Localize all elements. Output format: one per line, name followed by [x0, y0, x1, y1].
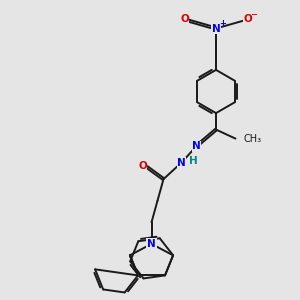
- Text: O: O: [138, 160, 147, 171]
- Text: N: N: [177, 158, 186, 168]
- Text: N: N: [192, 141, 201, 151]
- Text: +: +: [219, 19, 226, 28]
- Text: CH₃: CH₃: [243, 134, 261, 144]
- Text: −: −: [250, 10, 258, 19]
- Text: N: N: [147, 239, 156, 249]
- Text: O: O: [180, 14, 189, 25]
- Text: N: N: [147, 239, 156, 249]
- Text: O: O: [243, 14, 252, 25]
- Text: H: H: [188, 156, 197, 166]
- Text: N: N: [212, 23, 220, 34]
